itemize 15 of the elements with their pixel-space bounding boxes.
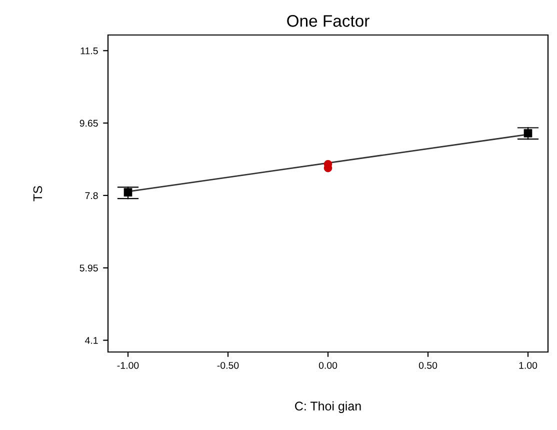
x-axis-title: C: Thoi gian bbox=[295, 401, 361, 413]
point bbox=[524, 129, 532, 138]
y-tick-label: 9.65 bbox=[80, 120, 98, 127]
x-tick-label: -0.50 bbox=[217, 362, 239, 369]
y-tick-label: 4.1 bbox=[84, 337, 98, 344]
y-axis-title: TS bbox=[33, 186, 42, 202]
x-tick-label: 1.00 bbox=[519, 362, 538, 369]
point bbox=[124, 188, 132, 196]
x-tick-label: 0.50 bbox=[418, 362, 438, 369]
y-tick-label: 5.95 bbox=[80, 264, 98, 272]
y-tick-label: 7.8 bbox=[85, 192, 98, 200]
x-tick-label: -1.00 bbox=[117, 362, 139, 369]
chart-title: One Factor bbox=[287, 15, 370, 27]
y-tick-label: 11.5 bbox=[80, 47, 98, 54]
x-tick-label: 0.00 bbox=[318, 362, 338, 369]
